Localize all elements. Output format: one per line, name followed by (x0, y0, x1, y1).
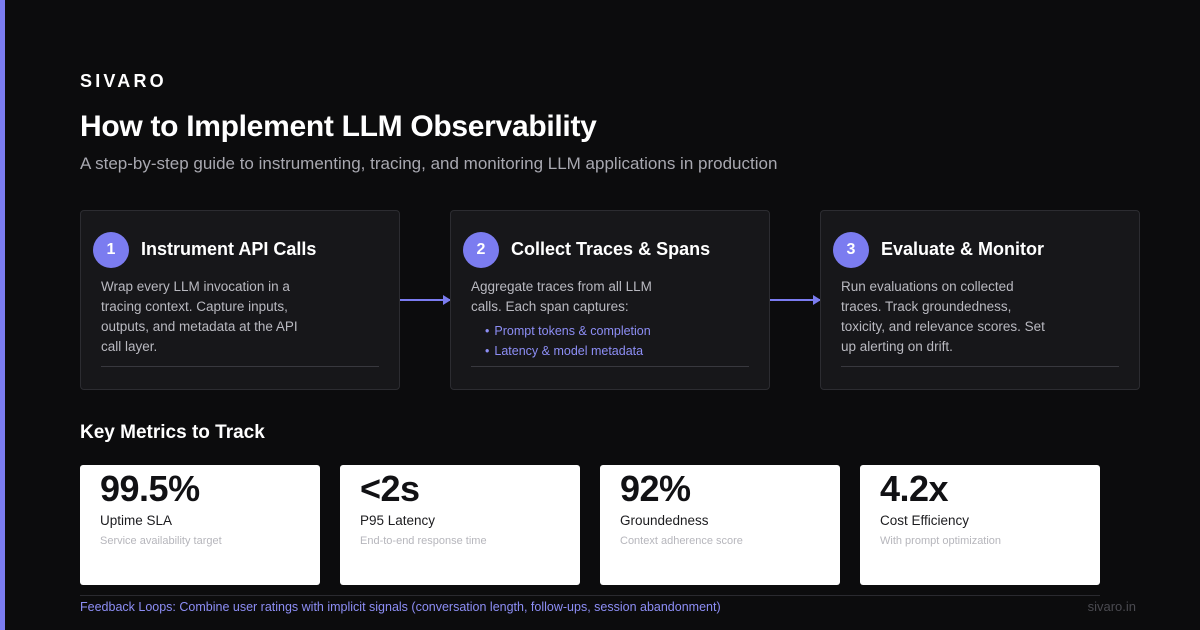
brand-logo: SIVARO (80, 71, 167, 91)
step-divider (101, 366, 379, 367)
metric-caption: Service availability target (100, 535, 222, 547)
metric-value: <2s (360, 468, 420, 509)
metric-card-groundedness: 92% Groundedness Context adherence score (600, 465, 840, 585)
step-bullet-list: Prompt tokens & completion Latency & mod… (485, 321, 651, 361)
metric-card-cost-efficiency: 4.2x Cost Efficiency With prompt optimiz… (860, 465, 1100, 585)
step-card-3: 3 Evaluate & Monitor Run evaluations on … (820, 210, 1140, 390)
metric-caption: With prompt optimization (880, 535, 1002, 547)
step-title: Evaluate & Monitor (881, 239, 1045, 259)
metric-label: Uptime SLA (100, 513, 173, 528)
list-item: Latency & model metadata (485, 341, 651, 361)
metric-card-uptime: 99.5% Uptime SLA Service availability ta… (80, 465, 320, 585)
metric-caption: Context adherence score (620, 535, 743, 547)
metric-label: P95 Latency (360, 513, 436, 528)
step-description: Aggregate traces from all LLM calls. Eac… (471, 279, 652, 314)
metric-caption: End-to-end response time (360, 535, 487, 547)
step-number-badge: 2 (463, 232, 499, 268)
metric-value: 99.5% (100, 468, 200, 509)
step-divider (841, 366, 1119, 367)
footer-domain: sivaro.in (1087, 599, 1136, 614)
metric-card-latency: <2s P95 Latency End-to-end response time (340, 465, 580, 585)
metric-value: 4.2x (880, 468, 949, 509)
metric-value: 92% (620, 468, 691, 509)
step-title: Instrument API Calls (141, 239, 317, 259)
step-description: Wrap every LLM invocation in a tracing c… (101, 279, 298, 354)
footer-note: Feedback Loops: Combine user ratings wit… (80, 600, 721, 614)
step-card-1: 1 Instrument API Calls Wrap every LLM in… (80, 210, 400, 390)
step-number-badge: 3 (833, 232, 869, 268)
step-divider (471, 366, 749, 367)
accent-bar (0, 0, 5, 630)
page-subtitle: A step-by-step guide to instrumenting, t… (80, 154, 778, 173)
step-title: Collect Traces & Spans (511, 239, 711, 259)
metric-label: Cost Efficiency (880, 513, 970, 528)
step-description: Run evaluations on collected traces. Tra… (841, 279, 1045, 354)
metrics-section-title: Key Metrics to Track (80, 422, 265, 443)
arrow-right-icon (400, 295, 451, 305)
page-title: How to Implement LLM Observability (80, 110, 597, 143)
footer-divider (80, 595, 1100, 596)
step-number-badge: 1 (93, 232, 129, 268)
metric-label: Groundedness (620, 513, 709, 528)
arrow-right-icon (770, 295, 821, 305)
list-item: Prompt tokens & completion (485, 321, 650, 341)
step-card-2: 2 Collect Traces & Spans Aggregate trace… (450, 210, 770, 390)
